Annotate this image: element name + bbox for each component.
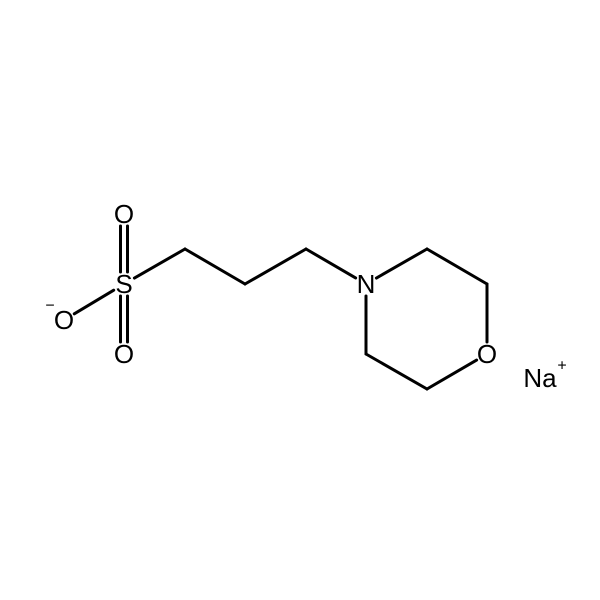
bond <box>427 360 477 389</box>
atom-Or: O <box>477 339 497 369</box>
bond <box>306 249 356 278</box>
atom-O1: O <box>114 199 134 229</box>
charge-O3: − <box>45 298 54 315</box>
bond <box>74 290 113 314</box>
atom-S: S <box>115 269 132 299</box>
chemical-structure: SOOO−NONa+ <box>0 0 600 600</box>
bond <box>185 249 245 284</box>
bond <box>134 249 185 278</box>
atom-Na: Na <box>523 363 557 393</box>
atom-O3: O <box>54 305 74 335</box>
atom-N: N <box>357 269 376 299</box>
atom-O2: O <box>114 339 134 369</box>
bond <box>376 249 427 278</box>
bond <box>245 249 306 284</box>
bond <box>427 249 487 284</box>
bond <box>366 354 427 389</box>
charge-Na: + <box>557 358 566 375</box>
